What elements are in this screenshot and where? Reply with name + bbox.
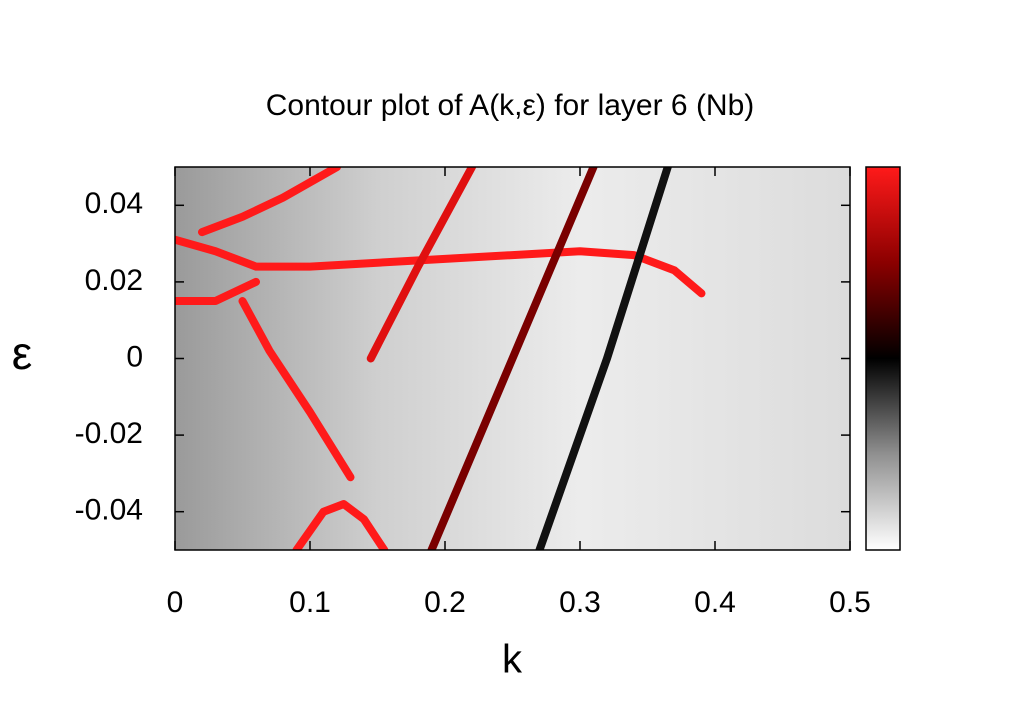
x-tick-label: 0.1 [289, 586, 331, 619]
x-tick-label: 0 [167, 586, 184, 619]
y-tick-label: -0.04 [75, 494, 143, 527]
y-tick-label: 0.02 [85, 264, 143, 297]
x-tick-label: 0.4 [694, 586, 736, 619]
colorbar [865, 166, 901, 551]
y-tick-label: -0.02 [75, 417, 143, 450]
chart-title: Contour plot of A(k,ε) for layer 6 (Nb) [266, 89, 755, 122]
x-tick-label: 0.2 [424, 586, 466, 619]
x-tick-label: 0.5 [829, 586, 871, 619]
x-tick-label: 0.3 [559, 586, 601, 619]
y-axis-label: ε [12, 327, 33, 379]
x-axis-label: k [502, 638, 523, 682]
spectral-band [198, 167, 341, 237]
y-tick-label: 0 [126, 340, 143, 373]
spectral-band [366, 167, 476, 363]
spectral-band [238, 297, 355, 482]
spectral-band [175, 277, 260, 306]
spectral-band [175, 235, 706, 298]
spectral-band [427, 167, 598, 550]
spectral-band [535, 167, 672, 550]
spectral-band [292, 500, 389, 550]
y-tick-label: 0.04 [85, 187, 143, 220]
plot-area [175, 167, 706, 550]
